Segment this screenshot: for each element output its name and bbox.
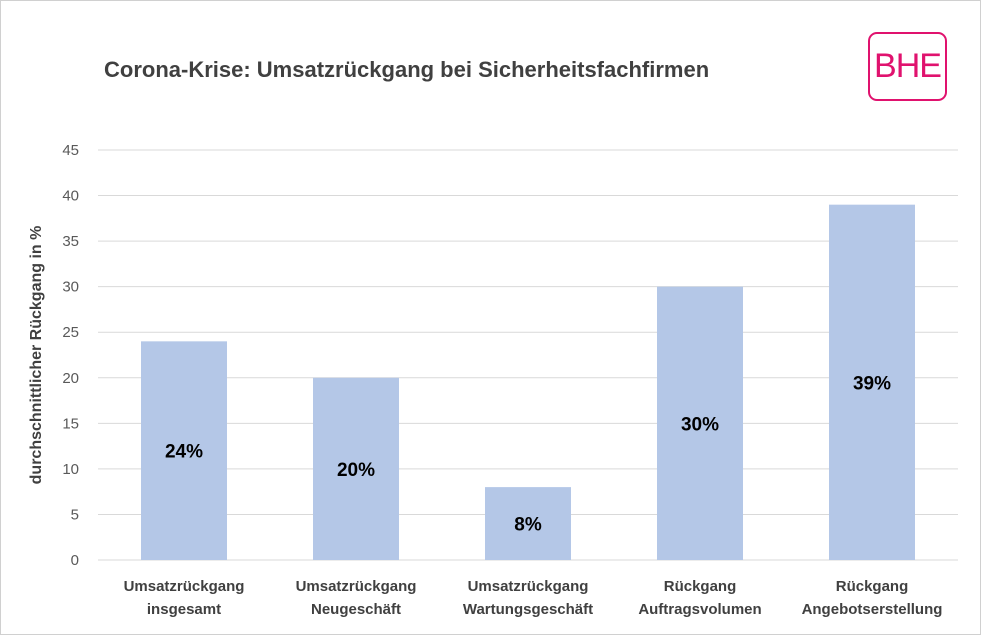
data-label: 24%: [165, 442, 203, 463]
y-tick-label: 20: [62, 370, 79, 387]
bar: [141, 341, 227, 560]
bar: [485, 487, 571, 560]
y-tick-label: 35: [62, 233, 79, 250]
x-tick-label: Umsatzrückgang: [296, 578, 417, 595]
x-tick-label: insgesamt: [147, 601, 221, 618]
y-tick-label: 15: [62, 415, 79, 432]
y-tick-label: 5: [71, 506, 79, 523]
bhe-logo: BHE: [868, 32, 947, 101]
x-tick-label: Wartungsgeschäft: [463, 601, 593, 618]
y-tick-label: 10: [62, 461, 79, 478]
x-tick-label: Umsatzrückgang: [124, 578, 245, 595]
x-tick-label: Angebotserstellung: [802, 601, 943, 618]
x-tick-label: Umsatzrückgang: [468, 578, 589, 595]
chart-title: Corona-Krise: Umsatzrückgang bei Sicherh…: [104, 57, 710, 82]
x-tick-label: Auftragsvolumen: [638, 601, 761, 618]
y-tick-label: 30: [62, 279, 79, 296]
y-tick-label: 45: [62, 142, 79, 159]
x-tick-label: Rückgang: [664, 578, 737, 595]
x-tick-label: Neugeschäft: [311, 601, 401, 618]
data-label: 39%: [853, 373, 891, 394]
y-tick-label: 40: [62, 188, 79, 205]
bar: [657, 286, 743, 560]
data-label: 8%: [514, 515, 542, 536]
y-axis-title: durchschnittlicher Rückgang in %: [28, 226, 45, 485]
data-label: 30%: [681, 414, 719, 435]
y-tick-label: 0: [71, 552, 79, 569]
x-tick-label: Rückgang: [836, 578, 909, 595]
data-label: 20%: [337, 460, 375, 481]
bar: [829, 204, 915, 560]
logo-text: BHE: [874, 47, 942, 85]
bar: [313, 377, 399, 560]
y-tick-label: 25: [62, 324, 79, 341]
